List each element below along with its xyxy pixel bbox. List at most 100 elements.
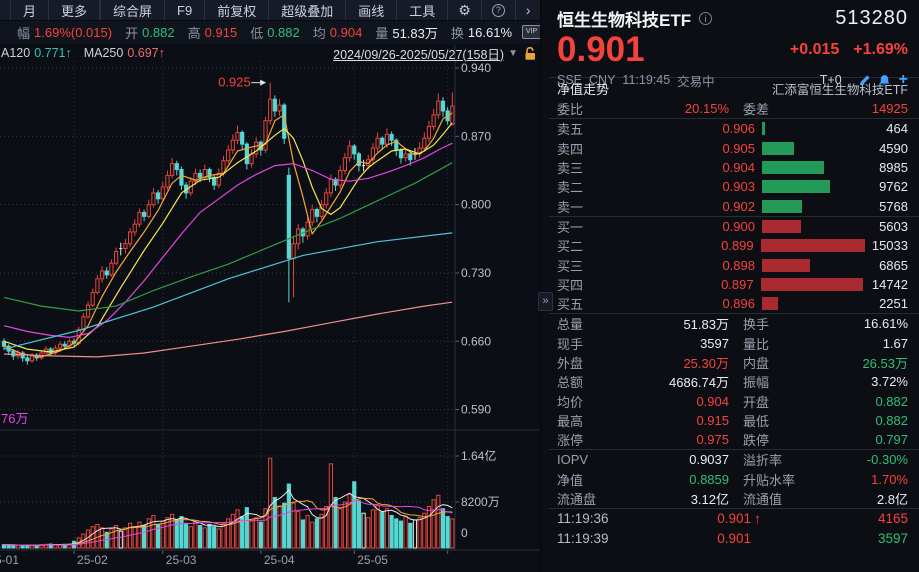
stat-label: 升贴水率 [743, 472, 796, 488]
panel-expander[interactable]: » [538, 292, 553, 311]
svg-text:25-04: 25-04 [264, 553, 295, 567]
svg-text:25-02: 25-02 [77, 553, 108, 567]
iopv-row-0: IOPV 0.9037 溢折率 -0.30% [541, 450, 919, 469]
level-label: 卖二 [557, 180, 584, 196]
stat-label: 换手 [743, 317, 770, 333]
quote-stat-5: 量 51.83万 [375, 23, 438, 42]
bid-levels: 买一 0.900 5603 买二 0.899 15033 买三 0.898 6865 买四 0.89… [541, 217, 919, 313]
ask-level-2[interactable]: 卖四 0.905 4590 [541, 139, 919, 158]
depth-bar-fill [762, 258, 810, 272]
weibi-row-container: 委比 20.15% 委差 14925 [541, 99, 919, 118]
stat-row-0: 总量 51.83万 换手 16.61% [541, 314, 919, 333]
level-price: 0.905 [722, 140, 755, 156]
level-price: 0.906 [722, 121, 755, 137]
tool-item-2[interactable]: 前复权 [204, 0, 268, 20]
stat-label: 委比 [557, 102, 584, 118]
bid-level-1[interactable]: 买一 0.900 5603 [541, 217, 919, 236]
level-volume: 464 [886, 121, 908, 137]
svg-text:0.800: 0.800 [461, 198, 491, 212]
ma-line-MA10 [3, 122, 453, 353]
gear-icon[interactable]: ⚙ [447, 0, 481, 20]
depth-bar [762, 217, 874, 236]
level-volume: 5768 [879, 198, 908, 214]
stat-value: 51.83万 [683, 317, 729, 333]
ask-level-1[interactable]: 卖五 0.906 464 [541, 119, 919, 138]
chevron-right-icon[interactable]: › [514, 0, 541, 20]
stat-value: 4686.74万 [669, 375, 729, 391]
lock-icon[interactable] [523, 46, 537, 61]
svg-text:1.64亿: 1.64亿 [461, 448, 496, 463]
tick-volume: 3597 [877, 530, 908, 546]
info-icon[interactable]: i [699, 12, 713, 25]
quote-time: 11:19:45 [622, 73, 671, 88]
level-label: 买三 [557, 258, 584, 274]
stat-label: 量比 [743, 336, 770, 352]
stat-label: 外盘 [557, 356, 584, 371]
depth-bar [760, 236, 872, 255]
quote-stat-label: 低 [250, 26, 264, 41]
stat-value: 26.53万 [862, 356, 908, 371]
level-volume: 9762 [879, 179, 908, 195]
level-price: 0.903 [722, 179, 755, 195]
bid-level-5[interactable]: 买五 0.896 2251 [541, 294, 919, 313]
iopv-grid: IOPV 0.9037 溢折率 -0.30% 净值 0.8859 升贴水率 1.70% 流通盘 3… [541, 450, 919, 508]
currency-label: CNY [589, 73, 616, 88]
date-range-selector[interactable]: 2024/09/26-2025/05/27(158日) [333, 47, 505, 62]
edit-icon[interactable] [858, 74, 871, 87]
nav-trend-row: 净值走势 汇添富恒生生物科技ETF [541, 78, 919, 99]
ask-level-5[interactable]: 卖一 0.902 5768 [541, 196, 919, 215]
bid-level-2[interactable]: 买二 0.899 15033 [541, 236, 919, 255]
stat-label: 流通盘 [557, 492, 597, 508]
tool-item-1[interactable]: F9 [164, 0, 204, 20]
stat-value: -0.30% [866, 452, 908, 468]
tick-list: 11:19:36 0.901 ↑ 4165 11:19:39 0.901 3597 [541, 509, 919, 548]
chevron-down-icon[interactable]: ▼ [508, 47, 518, 59]
nav-trend-link[interactable]: 净值走势 [557, 82, 610, 97]
menu-item-0[interactable]: 月 [10, 0, 48, 20]
quote-stat-label: 均 [312, 26, 326, 41]
menu-item-1[interactable]: 更多 [48, 0, 101, 20]
stat-label: 流通值 [743, 492, 783, 508]
level-price: 0.898 [722, 257, 755, 273]
stat-label: 内盘 [743, 356, 770, 371]
security-name: 恒生生物科技ETF [557, 11, 692, 30]
ask-level-3[interactable]: 卖三 0.904 8985 [541, 158, 919, 177]
main-toolbar: 月更多 综合屏 F9 前复权 超级叠加 画线 工具 ⚙? › [0, 0, 540, 21]
quote-stat-6: 换 16.61% [451, 23, 512, 42]
svg-text:0.730: 0.730 [461, 266, 491, 280]
help-icon[interactable]: ? [480, 0, 515, 20]
kline-chart[interactable]: 0.940 0.870 0.800 0.730 0.660 0.590 1.64亿 8200万… [0, 45, 540, 572]
svg-text:0.870: 0.870 [461, 129, 491, 143]
level-label: 买四 [557, 277, 584, 293]
bid-level-3[interactable]: 买三 0.898 6865 [541, 255, 919, 274]
alert-bell-icon[interactable] [878, 74, 891, 87]
quote-stat-label: 幅 [17, 26, 31, 41]
toolbar-right-items: 综合屏 F9 前复权 超级叠加 画线 工具 ⚙? › [100, 0, 540, 20]
tool-item-0[interactable]: 综合屏 [100, 0, 164, 20]
stat-label: 最高 [557, 413, 584, 429]
level-volume: 6865 [879, 257, 908, 273]
quote-stat-0: 幅 1.69%(0.015) [17, 23, 112, 42]
stat-value: 25.30万 [683, 356, 729, 371]
tool-item-5[interactable]: 工具 [396, 0, 447, 20]
add-watchlist-icon[interactable]: + [898, 71, 908, 89]
ma-line-MA250 [3, 301, 453, 358]
svg-text:0.940: 0.940 [461, 61, 491, 75]
stat-value: 0.904 [696, 393, 729, 409]
quote-stat-1: 开 0.882 [125, 23, 175, 42]
quote-summary-bar: 幅 1.69%(0.015) 开 0.882 高 0.915 低 0.882 均 0.904 量 51… [0, 21, 540, 44]
svg-text:0.590: 0.590 [461, 403, 491, 417]
level-volume: 15033 [871, 238, 908, 254]
level-volume: 14742 [871, 276, 908, 292]
level-label: 买二 [557, 239, 584, 255]
stat-label: 涨停 [557, 433, 584, 449]
depth-bar [762, 255, 874, 274]
tool-item-4[interactable]: 画线 [345, 0, 396, 20]
tool-item-3[interactable]: 超级叠加 [268, 0, 345, 20]
stat-value: 3.12亿 [690, 492, 729, 508]
ask-level-4[interactable]: 卖二 0.903 9762 [541, 177, 919, 196]
level-volume: 5603 [879, 218, 908, 234]
iopv-row-1: 净值 0.8859 升贴水率 1.70% [541, 470, 919, 489]
bid-level-4[interactable]: 买四 0.897 14742 [541, 275, 919, 294]
quote-stat-label: 开 [125, 26, 139, 41]
